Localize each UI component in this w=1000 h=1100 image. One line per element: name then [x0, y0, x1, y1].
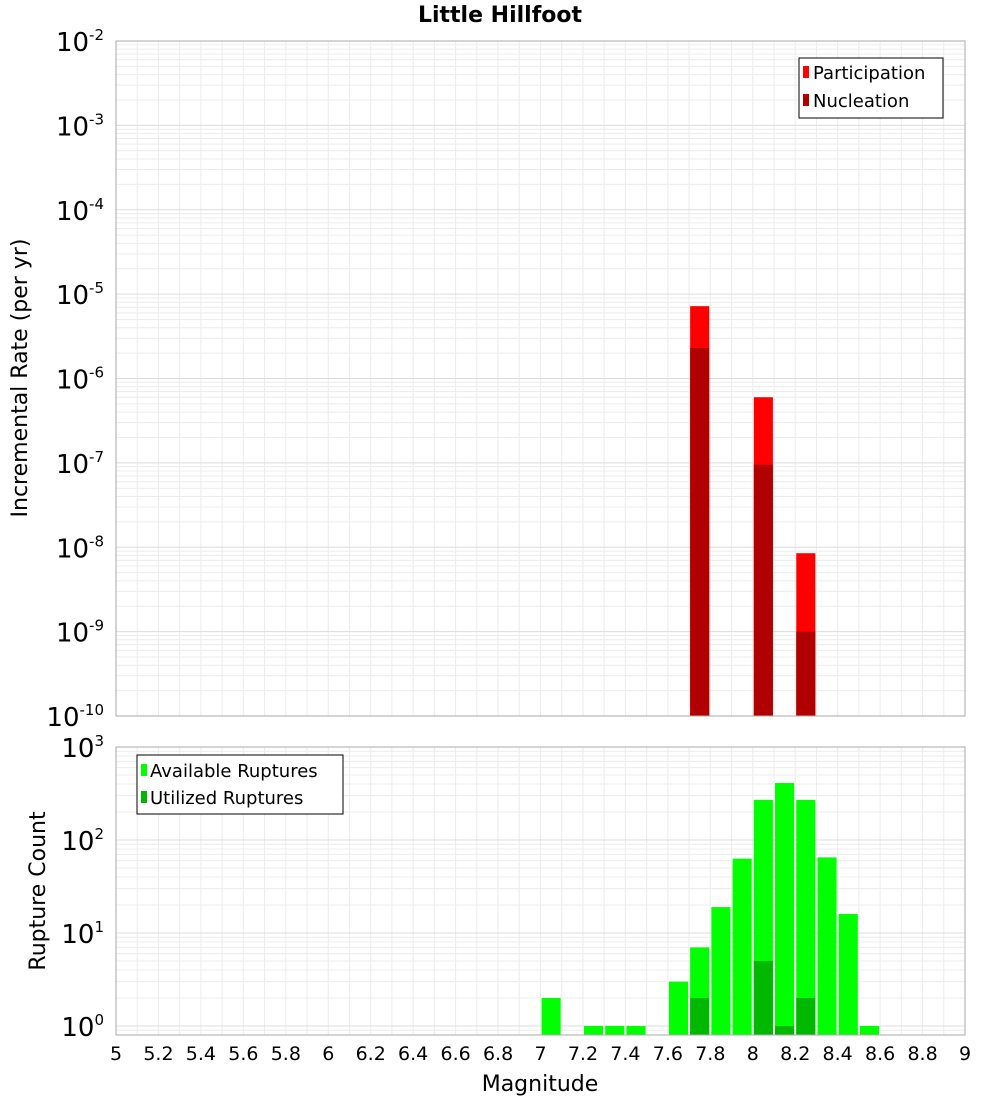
legend-label-participation: Participation: [813, 63, 925, 84]
x-tick-label: 6: [322, 1043, 334, 1065]
legend-label-available: Available Ruptures: [150, 761, 318, 782]
bar-available-ruptures: [541, 997, 561, 1035]
bottom-y-ticks: 100 101 102 103: [61, 732, 104, 1043]
x-tick-label: 8.8: [907, 1043, 937, 1065]
bar-available-ruptures: [796, 799, 816, 1035]
top-bars: [690, 306, 816, 716]
bottom-y-tick-label: 102: [61, 825, 104, 857]
x-ticks: 5 5.2 5.4 5.6 5.8 6 6.2 6.4 6.6 6.8 7 7.2 7.4 7.6 7.8 8…: [110, 1043, 971, 1065]
x-tick-label: 8: [747, 1043, 759, 1065]
bar-utilized-ruptures: [796, 997, 816, 1035]
bar-available-ruptures: [817, 857, 837, 1035]
bar-available-ruptures: [668, 981, 689, 1035]
top-y-axis-label: Incremental Rate (per yr): [8, 239, 33, 518]
bar-nucleation: [753, 464, 773, 716]
bar-available-ruptures: [859, 1025, 880, 1035]
bar-utilized-ruptures: [775, 1025, 795, 1035]
bottom-y-tick-label: 103: [61, 732, 104, 764]
legend-label-nucleation: Nucleation: [813, 91, 909, 112]
legend-swatch-nucleation: [803, 94, 809, 106]
top-panel: 10-10 10-9 10-8 10-7 10-6 10-5 10-4 10-3 10-2 In…: [8, 26, 966, 733]
bar-nucleation: [796, 631, 816, 716]
bottom-panel: 100 101 102 103 5 5.2 5.4 5.6 5.8 6 6.2 6.4 6.6 6.8 7…: [26, 732, 971, 1097]
x-tick-label: 5.8: [271, 1043, 301, 1065]
top-y-ticks: 10-10 10-9 10-8 10-7 10-6 10-5 10-4 10-3 10-2: [46, 26, 104, 733]
bar-available-ruptures: [775, 783, 795, 1035]
x-tick-label: 5.4: [186, 1043, 216, 1065]
top-y-tick-label: 10-5: [56, 279, 104, 311]
bar-available-ruptures: [711, 907, 731, 1035]
top-y-tick-label: 10-8: [56, 532, 104, 564]
x-tick-label: 5.6: [228, 1043, 258, 1065]
x-tick-label: 6.2: [356, 1043, 386, 1065]
x-tick-label: 7.6: [653, 1043, 683, 1065]
x-tick-label: 6.8: [483, 1043, 513, 1065]
top-y-tick-label: 10-10: [46, 701, 104, 733]
legend-swatch-participation: [803, 66, 809, 78]
bottom-y-tick-label: 100: [61, 1011, 104, 1043]
top-y-tick-label: 10-7: [56, 448, 104, 480]
top-plot-border: [115, 40, 966, 717]
legend-label-utilized: Utilized Ruptures: [150, 788, 303, 809]
x-tick-label: 7.8: [695, 1043, 725, 1065]
top-legend: Participation Nucleation: [798, 57, 944, 119]
top-y-tick-label: 10-3: [56, 110, 104, 142]
x-tick-label: 7.2: [568, 1043, 598, 1065]
x-tick-label: 5.2: [143, 1043, 173, 1065]
bar-utilized-ruptures: [690, 997, 710, 1035]
bar-available-ruptures: [732, 858, 752, 1035]
bar-available-ruptures: [838, 914, 858, 1035]
bar-available-ruptures: [626, 1025, 646, 1035]
x-tick-label: 8.2: [780, 1043, 810, 1065]
bottom-legend-box: [136, 754, 344, 815]
x-tick-label: 8.6: [865, 1043, 895, 1065]
bar-available-ruptures: [605, 1025, 625, 1035]
bar-utilized-ruptures: [753, 960, 773, 1035]
x-tick-label: 5: [110, 1043, 122, 1065]
bottom-legend: Available Ruptures Utilized Ruptures: [136, 754, 344, 815]
x-axis-label: Magnitude: [482, 1072, 599, 1097]
bar-nucleation: [690, 347, 710, 716]
top-y-tick-label: 10-6: [56, 364, 104, 396]
chart-title: Little Hillfoot: [418, 3, 583, 28]
top-grid: [116, 41, 965, 716]
legend-swatch-available: [141, 764, 147, 776]
x-tick-label: 7: [534, 1043, 546, 1065]
top-y-tick-label: 10-4: [56, 195, 104, 227]
x-tick-label: 6.4: [398, 1043, 428, 1065]
bottom-bars: [541, 783, 880, 1035]
bottom-y-tick-label: 101: [61, 918, 104, 950]
x-tick-label: 9: [959, 1043, 971, 1065]
top-legend-box: [798, 57, 944, 119]
x-tick-label: 7.4: [610, 1043, 640, 1065]
legend-swatch-utilized: [141, 791, 147, 803]
bar-available-ruptures: [584, 1025, 604, 1035]
top-y-tick-label: 10-2: [56, 26, 104, 58]
top-y-tick-label: 10-9: [56, 617, 104, 649]
x-tick-label: 6.6: [440, 1043, 470, 1065]
bottom-plot-border: [115, 746, 966, 1036]
bottom-y-axis-label: Rupture Count: [26, 811, 51, 971]
x-tick-label: 8.4: [823, 1043, 853, 1065]
